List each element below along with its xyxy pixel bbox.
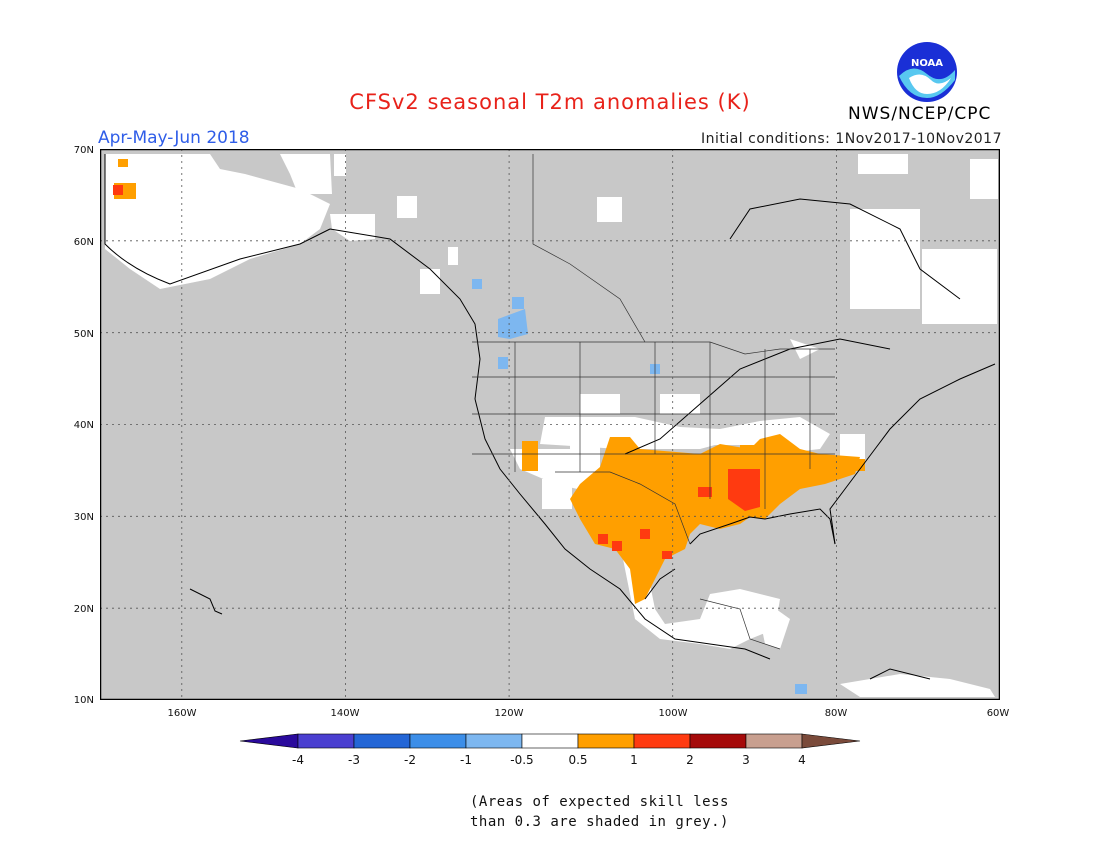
colorbar-arrow-left (239, 733, 299, 749)
colorbar-tick: 1 (630, 753, 638, 767)
lat-label: 60N (74, 237, 94, 248)
forecast-period: Apr-May-Jun 2018 (98, 128, 250, 148)
colorbar-tick: -2 (404, 753, 416, 767)
lat-label: 50N (74, 329, 94, 340)
cool-anomaly-areas (472, 279, 807, 694)
colorbar-tick: -1 (460, 753, 472, 767)
colorbar-box (633, 733, 691, 749)
lon-label: 120W (495, 708, 524, 719)
colorbar-box (577, 733, 635, 749)
colorbar-tick: 2 (686, 753, 694, 767)
colorbar-tick: 4 (798, 753, 806, 767)
colorbar-ticks: -4 -3 -2 -1 -0.5 0.5 1 2 3 4 (292, 753, 806, 767)
lat-label: 40N (74, 420, 94, 431)
political-borders (472, 154, 835, 650)
footnote-line: than 0.3 are shaded in grey.) (470, 814, 729, 830)
colorbar-boxes (239, 733, 861, 749)
footnote-line: (Areas of expected skill less (470, 794, 729, 810)
strong-warm-anomaly-areas (113, 185, 760, 559)
noaa-logo-icon: NOAA (897, 42, 957, 102)
colorbar: -4 -3 -2 -1 -0.5 0.5 1 2 3 4 (239, 733, 861, 767)
lon-label: 140W (331, 708, 360, 719)
skill-footnote: (Areas of expected skill less than 0.3 a… (470, 792, 729, 832)
graticule (100, 149, 1000, 700)
colorbar-box (409, 733, 467, 749)
lat-label: 20N (74, 604, 94, 615)
colorbar-box (353, 733, 411, 749)
lon-label: 60W (987, 708, 1010, 719)
lat-label: 30N (74, 512, 94, 523)
noaa-logo-text: NOAA (911, 58, 943, 69)
map-frame (100, 149, 1000, 700)
coastlines (104, 154, 996, 680)
colorbar-tick: -4 (292, 753, 304, 767)
colorbar-box (521, 733, 579, 749)
colorbar-arrow-right (801, 733, 861, 749)
colorbar-tick: -3 (348, 753, 360, 767)
colorbar-box (689, 733, 747, 749)
lon-label: 160W (168, 708, 197, 719)
colorbar-box (465, 733, 523, 749)
map-title: CFSv2 seasonal T2m anomalies (K) (349, 90, 751, 114)
colorbar-box (745, 733, 803, 749)
agency-label: NWS/NCEP/CPC (848, 104, 992, 124)
colorbar-tick: -0.5 (510, 753, 533, 767)
lat-label: 10N (74, 695, 94, 706)
axis-labels: 70N 60N 50N 40N 30N 20N 10N 160W 140W 12… (74, 145, 1010, 719)
initial-conditions: Initial conditions: 1Nov2017-10Nov2017 (700, 131, 1002, 147)
warm-anomaly-areas (114, 159, 865, 604)
lon-label: 100W (659, 708, 688, 719)
colorbar-tick: 0.5 (568, 753, 587, 767)
colorbar-box (297, 733, 355, 749)
lat-label: 70N (74, 145, 94, 156)
anomaly-map (100, 149, 1000, 700)
colorbar-tick: 3 (742, 753, 750, 767)
lon-label: 80W (825, 708, 848, 719)
